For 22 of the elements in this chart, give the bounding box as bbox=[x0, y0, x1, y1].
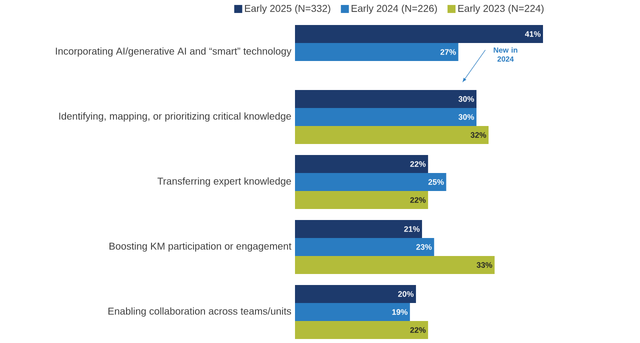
bar bbox=[295, 108, 476, 126]
bar bbox=[295, 303, 410, 322]
bar bbox=[295, 256, 495, 274]
bar bbox=[295, 155, 428, 173]
y-tick-label: Transferring expert knowledge bbox=[158, 177, 292, 187]
bar bbox=[295, 220, 422, 238]
bar bbox=[295, 43, 458, 61]
bar bbox=[295, 25, 544, 43]
legend-label: Early 2025 (N=332) bbox=[245, 4, 330, 14]
bar bbox=[295, 90, 476, 108]
y-tick-label: Incorporating AI/generative AI and “smart” technology bbox=[56, 47, 292, 57]
bar bbox=[295, 191, 428, 209]
bar bbox=[295, 321, 428, 340]
bar bbox=[295, 173, 446, 191]
y-tick-label: Boosting KM participation or engagement bbox=[110, 242, 292, 252]
bar bbox=[295, 126, 489, 144]
y-tick-label: Identifying, mapping, or prioritizing critical knowledge bbox=[59, 112, 291, 122]
bar bbox=[295, 238, 434, 256]
legend-label: Early 2023 (N=224) bbox=[458, 4, 544, 14]
bar bbox=[295, 285, 416, 304]
y-tick-label: Enabling collaboration across teams/units bbox=[108, 307, 292, 317]
legend-label: Early 2024 (N=226) bbox=[352, 4, 437, 14]
